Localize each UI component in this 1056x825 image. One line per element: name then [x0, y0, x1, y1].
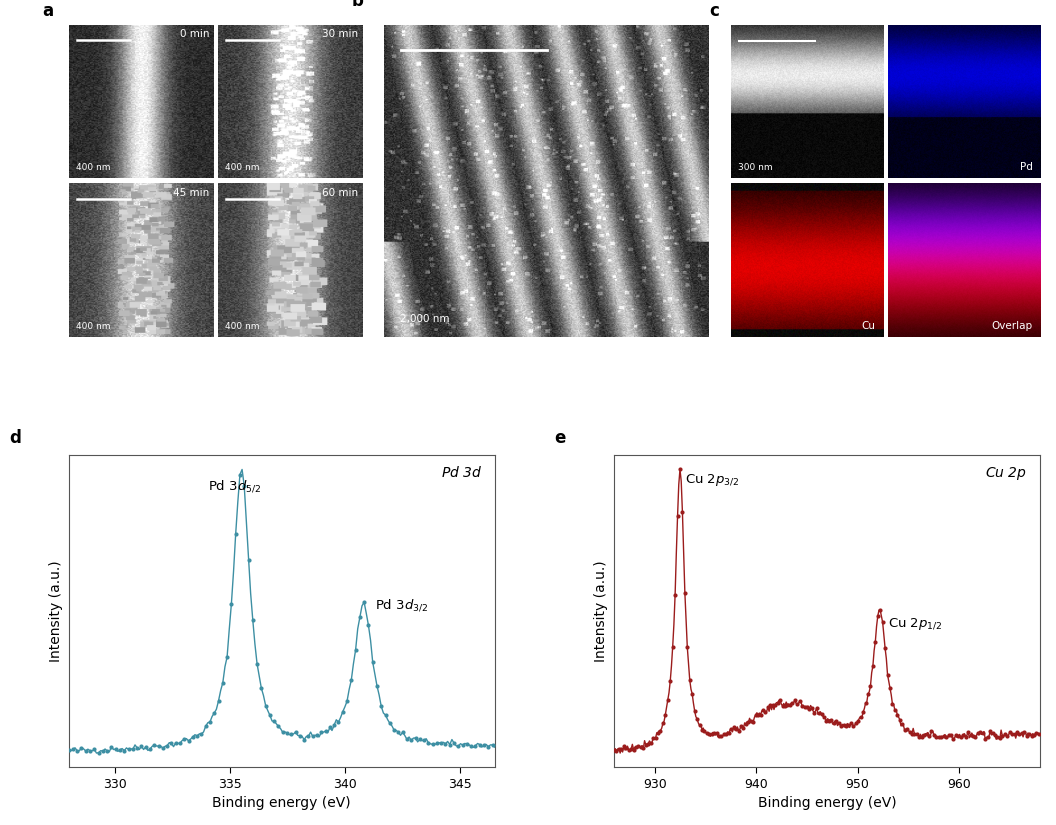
Text: Cu 2$p_{3/2}$: Cu 2$p_{3/2}$	[685, 472, 739, 488]
Text: Overlap: Overlap	[992, 321, 1033, 331]
Text: b: b	[352, 0, 363, 10]
Text: 300 nm: 300 nm	[738, 163, 773, 172]
Text: 2,000 nm: 2,000 nm	[400, 314, 450, 324]
Text: 30 min: 30 min	[322, 30, 358, 40]
Y-axis label: Intensity (a.u.): Intensity (a.u.)	[595, 560, 608, 662]
Text: d: d	[10, 429, 21, 447]
Text: 0 min: 0 min	[180, 30, 209, 40]
Text: a: a	[42, 2, 54, 20]
Text: e: e	[554, 429, 566, 447]
X-axis label: Binding energy (eV): Binding energy (eV)	[212, 796, 351, 810]
Text: Pd 3$d_{5/2}$: Pd 3$d_{5/2}$	[208, 478, 261, 493]
Text: Cu 2$p_{1/2}$: Cu 2$p_{1/2}$	[888, 616, 942, 632]
Y-axis label: Intensity (a.u.): Intensity (a.u.)	[49, 560, 63, 662]
Text: 400 nm: 400 nm	[225, 163, 260, 172]
Text: 400 nm: 400 nm	[225, 322, 260, 331]
Text: Cu 2$p$: Cu 2$p$	[985, 464, 1027, 482]
Text: 400 nm: 400 nm	[76, 322, 111, 331]
X-axis label: Binding energy (eV): Binding energy (eV)	[758, 796, 897, 810]
Text: 60 min: 60 min	[322, 187, 358, 198]
Text: Pd: Pd	[1020, 163, 1033, 172]
Text: Cu: Cu	[862, 321, 875, 331]
Text: Pd 3$d$: Pd 3$d$	[440, 464, 482, 479]
Text: c: c	[710, 2, 719, 20]
Text: 45 min: 45 min	[173, 187, 209, 198]
Text: Pd 3$d_{3/2}$: Pd 3$d_{3/2}$	[375, 597, 428, 613]
Text: 400 nm: 400 nm	[76, 163, 111, 172]
